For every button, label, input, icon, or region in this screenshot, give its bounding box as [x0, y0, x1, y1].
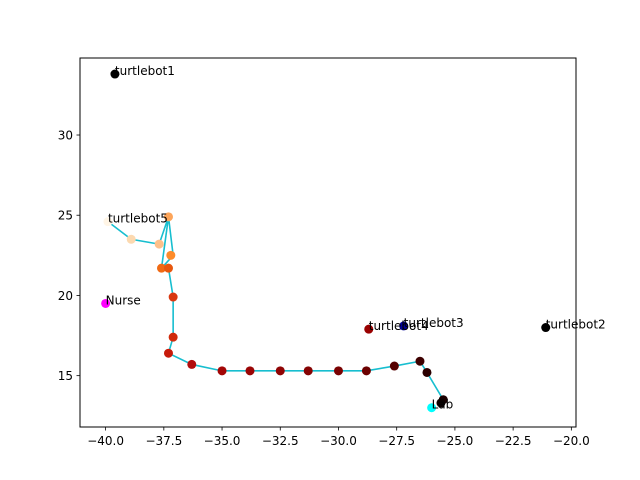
data-point-9: [168, 292, 178, 302]
x-axis: −40.0 −37.5 −35.0 −32.5 −30.0 −27.5 −25.0 −22.5…: [87, 427, 590, 448]
paths-layer: [107, 216, 445, 404]
y-axis: 15 20 25 30: [58, 129, 80, 383]
annotations-layer: turtlebot1 turtlebot5 Nurse turtlebot4turtl…: [106, 64, 606, 412]
data-point-23: [436, 398, 446, 408]
x-tick-label: −27.5: [378, 434, 415, 448]
x-tick-label: −32.5: [262, 434, 299, 448]
data-point-16: [303, 366, 313, 376]
annotation-label: turtlebot1: [115, 64, 175, 78]
x-tick-label: −40.0: [87, 434, 124, 448]
annotation-label: Nurse: [106, 293, 141, 307]
data-point-7: [157, 263, 167, 273]
annotation-label: Lab: [432, 398, 454, 412]
plot-frame: [79, 57, 577, 428]
data-point-14: [245, 366, 255, 376]
data-point-8: [163, 263, 173, 273]
data-point-10: [168, 332, 178, 342]
annotation-label: turtlebot4: [369, 319, 429, 333]
x-tick-label: −25.0: [437, 434, 474, 448]
data-point-12: [187, 359, 197, 369]
path-line-2: [160, 216, 170, 269]
data-point-6: [166, 250, 176, 260]
data-point-4: [154, 239, 164, 249]
data-point-1: [110, 69, 120, 79]
y-tick-label: 15: [58, 369, 73, 383]
data-point-5: [163, 212, 173, 222]
data-point-17: [333, 366, 343, 376]
path-line-1: [107, 216, 445, 404]
data-point-27: [541, 323, 551, 333]
x-tick-label: −20.0: [553, 434, 590, 448]
x-tick-label: −22.5: [495, 434, 532, 448]
points-layer: [101, 69, 551, 413]
data-point-15: [275, 366, 285, 376]
data-point-11: [163, 348, 173, 358]
data-point-19: [389, 361, 399, 371]
x-tick-label: −30.0: [320, 434, 357, 448]
y-tick-label: 25: [58, 209, 73, 223]
data-point-20: [415, 356, 425, 366]
y-tick-label: 20: [58, 289, 73, 303]
data-point-2: [103, 217, 113, 227]
data-point-13: [217, 366, 227, 376]
annotation-label: turtlebot5: [108, 212, 168, 226]
data-point-28: [101, 298, 111, 308]
x-tick-label: −37.5: [145, 434, 182, 448]
y-tick-label: 30: [58, 129, 73, 143]
data-point-18: [361, 366, 371, 376]
data-point-24: [427, 403, 437, 413]
x-tick-label: −35.0: [204, 434, 241, 448]
annotation-label: turtlebot3: [404, 316, 464, 330]
data-point-3: [126, 234, 136, 244]
data-point-21: [422, 367, 432, 377]
data-point-26: [399, 321, 409, 331]
data-point-25: [364, 324, 374, 334]
